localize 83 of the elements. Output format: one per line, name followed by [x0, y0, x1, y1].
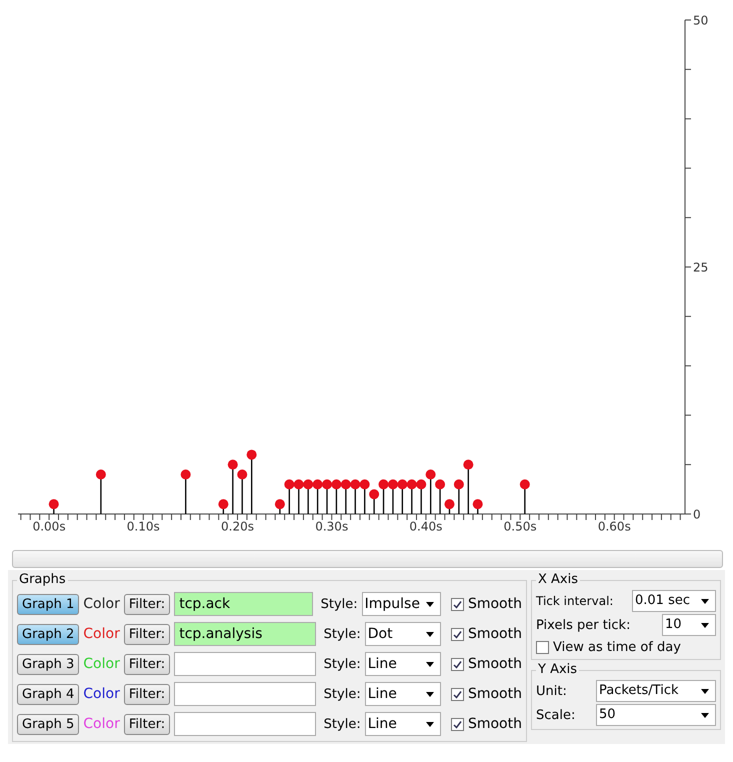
point: [416, 479, 426, 490]
text: Pixels per tick:: [536, 618, 630, 632]
caption: Graph 5: [17, 714, 80, 734]
text: Y Axis: [536, 662, 580, 677]
text: Unit:: [536, 684, 567, 698]
text-field: tcp.ack: [174, 592, 313, 616]
point: [406, 479, 417, 490]
point: [180, 469, 191, 480]
point: [237, 469, 248, 480]
point: [388, 479, 398, 490]
text: 10: [662, 614, 716, 636]
caption: Graph 4: [17, 684, 80, 704]
text: Smooth: [466, 656, 522, 672]
text: Smooth: [466, 596, 522, 612]
point: [312, 479, 323, 490]
point: [426, 469, 436, 480]
text: Impulse: [362, 592, 441, 616]
y-tick-label: 50: [693, 13, 708, 28]
text: Color: [83, 596, 120, 612]
point: [284, 479, 294, 490]
point: [397, 479, 408, 490]
point: [454, 479, 464, 490]
text: Filter:: [124, 654, 170, 674]
text: Packets/Tick: [596, 680, 716, 702]
point: [246, 450, 257, 460]
text: Line: [364, 652, 441, 676]
text: Smooth: [466, 716, 522, 732]
x-tick-label: 0.20s: [221, 520, 254, 534]
text: Style:: [324, 686, 361, 702]
text: Smooth: [466, 686, 522, 702]
point: [218, 499, 228, 510]
caption: Graph 3: [17, 654, 80, 674]
text: Line: [364, 712, 441, 736]
text: Line: [364, 682, 441, 706]
text: Style:: [324, 656, 361, 672]
text: Tick interval:: [536, 594, 614, 608]
text-field: tcp.analysis: [174, 622, 316, 646]
point: [463, 460, 474, 470]
y-tick-label: 25: [693, 260, 708, 274]
text: Dot: [364, 622, 441, 646]
point: [274, 499, 285, 510]
point: [228, 460, 238, 470]
text: 0.01 sec: [632, 590, 716, 612]
point: [369, 489, 380, 500]
text: View as time of day: [552, 638, 682, 656]
caption: Graph 1: [17, 594, 80, 614]
x-tick-label: 0.30s: [315, 520, 348, 534]
text: X Axis: [536, 572, 580, 587]
point: [294, 479, 304, 490]
x-tick-label: 0.40s: [409, 520, 442, 534]
text: Color: [83, 626, 120, 642]
point: [331, 479, 342, 490]
text: Style:: [320, 596, 358, 612]
x-tick-label: 0.10s: [126, 520, 160, 534]
point: [340, 479, 351, 490]
point: [350, 479, 360, 490]
point: [48, 499, 59, 510]
point: [435, 479, 446, 490]
text: Style:: [324, 716, 361, 732]
text: Filter:: [124, 684, 170, 704]
point: [520, 479, 530, 490]
x-tick-label: 0.50s: [504, 520, 537, 534]
text: Color: [83, 716, 120, 732]
text: Graphs: [17, 572, 68, 587]
text: Style:: [324, 626, 361, 642]
point: [472, 499, 483, 510]
point: [322, 479, 332, 490]
y-tick-label: 0: [693, 507, 701, 522]
text: Filter:: [124, 624, 170, 644]
point: [303, 479, 314, 490]
x-tick-label: 0.00s: [32, 520, 66, 534]
point: [444, 499, 454, 510]
text: Color: [83, 686, 120, 702]
text: Filter:: [124, 714, 170, 734]
text: Scale:: [536, 708, 576, 722]
point: [378, 479, 389, 490]
point: [96, 469, 106, 480]
x-tick-label: 0.60s: [598, 520, 631, 534]
text: Smooth: [466, 626, 522, 642]
text: Filter:: [124, 594, 170, 614]
caption: Graph 2: [17, 624, 80, 644]
point: [360, 479, 370, 490]
text: Color: [83, 656, 120, 672]
